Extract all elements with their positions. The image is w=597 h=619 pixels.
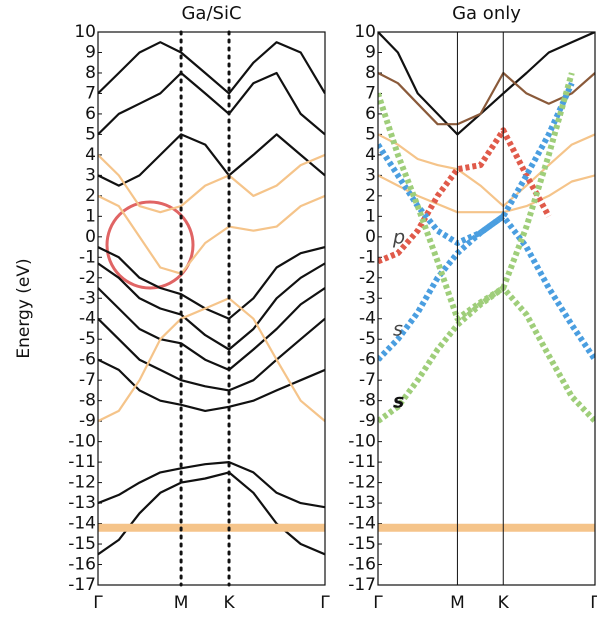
band-line [98,461,325,509]
band-line [98,297,325,423]
y-tick-label: 6 [365,104,376,124]
y-tick-label: 7 [365,83,376,103]
y-tick-label: -16 [348,555,376,575]
panel-frame [377,31,596,586]
y-tick-label: -9 [79,411,96,431]
y-tick-label: 2 [365,186,376,206]
y-tick-label: -15 [348,534,376,554]
y-tick-label: -10 [348,432,376,452]
y-tick-label: -14 [348,514,376,534]
y-tick-label: -7 [359,370,376,390]
y-tick-label: -14 [68,514,96,534]
y-axis-label: Energy (eV) [14,258,34,358]
y-tick-label: -12 [348,473,376,493]
y-tick-label: 9 [85,42,96,62]
x-tick-label: K [498,593,510,613]
y-tick-label: 0 [85,227,96,247]
band-line [98,133,325,187]
y-tick-label: -4 [359,309,376,329]
x-tick-label: M [450,593,465,613]
x-tick-label: Γ [320,593,330,613]
x-tick-label: Γ [93,593,103,613]
y-tick-label: 4 [365,145,376,165]
y-tick-label: 8 [85,63,96,83]
y-tick-label: 5 [365,124,376,144]
y-tick-label: -6 [79,350,96,370]
band-line [378,213,595,362]
x-tick-label: M [174,593,189,613]
y-tick-label: -15 [68,534,96,554]
y-tick-label: 1 [85,206,96,226]
y-tick-label: -7 [79,370,96,390]
y-tick-label: -2 [79,268,96,288]
y-tick-label: 2 [85,186,96,206]
band-line [98,71,325,136]
y-tick-label: 3 [365,165,376,185]
band-line [378,71,595,126]
y-tick-label: -13 [68,493,96,513]
x-tick-label: Γ [373,593,383,613]
band-line [378,127,552,265]
annotation: p [392,227,405,249]
annotation: s [393,391,404,413]
band-line [98,317,325,392]
y-tick-label: 5 [85,124,96,144]
y-tick-label: -2 [359,268,376,288]
band-line [98,358,325,412]
band-line [98,471,325,556]
highlight-circle [105,200,195,290]
y-tick-label: -3 [359,288,376,308]
plot-area [98,41,325,556]
y-tick-label: -1 [79,247,96,267]
y-tick-label: 4 [85,145,96,165]
band-line [378,32,595,136]
y-tick-label: -17 [68,575,96,595]
y-tick-label: -16 [68,555,96,575]
y-tick-label: 10 [74,22,96,42]
plot-area [378,32,595,532]
y-tick-label: 1 [365,206,376,226]
y-tick-label: 10 [354,22,376,42]
y-tick-label: -11 [348,452,376,472]
y-tick-label: -5 [359,329,376,349]
band-line [378,133,595,208]
y-tick-label: -8 [79,391,96,411]
y-tick-label: -13 [348,493,376,513]
y-tick-label: -8 [359,391,376,411]
y-tick-label: -5 [79,329,96,349]
y-tick-label: 8 [365,63,376,83]
y-tick-label: -11 [68,452,96,472]
y-tick-label: -10 [68,432,96,452]
band-line [378,72,575,322]
y-tick-label: 6 [85,104,96,124]
y-tick-label: 3 [85,165,96,185]
band-line [98,287,325,371]
y-tick-label: 0 [365,227,376,247]
y-tick-label: -6 [359,350,376,370]
x-tick-label: K [223,593,235,613]
annotation: s [393,319,403,341]
y-tick-label: -9 [359,411,376,431]
y-tick-label: -4 [79,309,96,329]
panel-title: Ga only [452,3,521,24]
y-tick-label: -12 [68,473,96,493]
band-line [98,41,325,95]
band-line [98,194,325,275]
y-tick-label: -17 [348,575,376,595]
band-line [98,262,325,351]
y-tick-label: -1 [359,247,376,267]
panel-frame [97,31,326,586]
panel-title: Ga/SiC [181,3,241,24]
band-line [98,153,325,214]
x-tick-label: Γ [590,593,597,613]
y-tick-label: 9 [365,42,376,62]
band-line [378,81,575,246]
y-tick-label: -3 [79,288,96,308]
y-tick-label: 7 [85,83,96,103]
